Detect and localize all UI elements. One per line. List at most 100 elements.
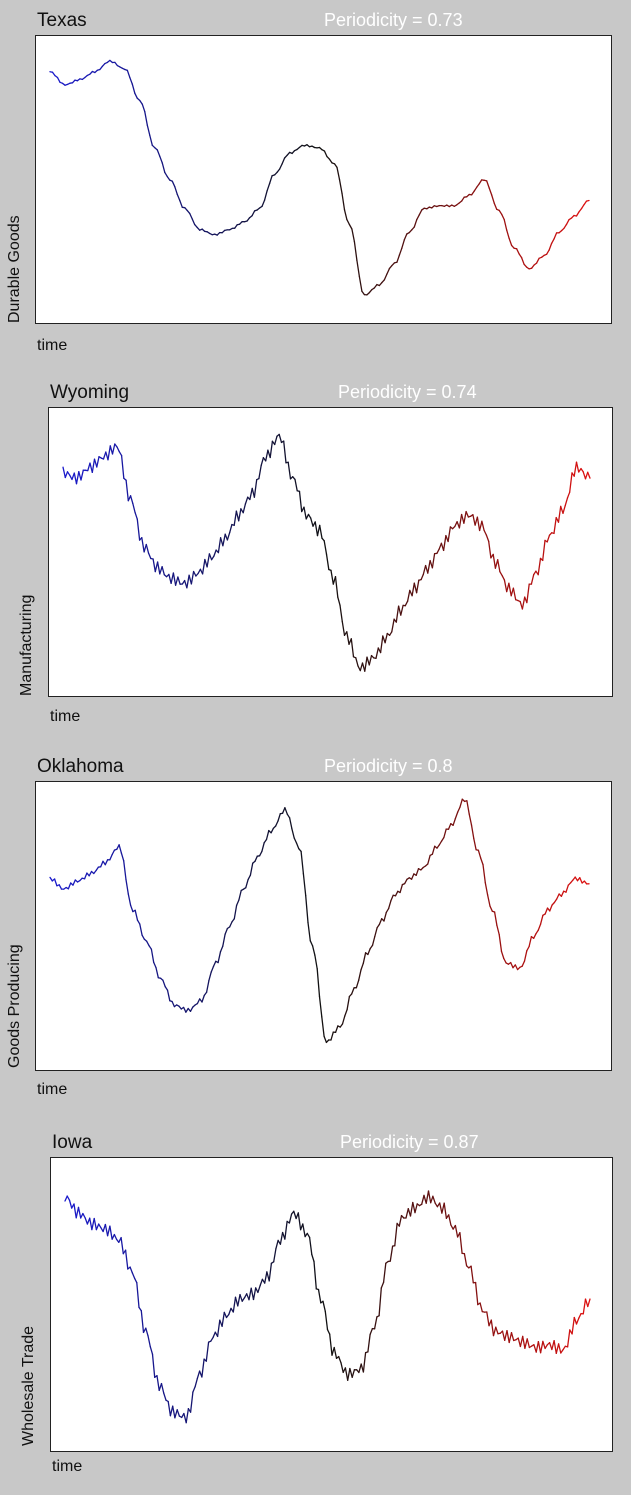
series-segment — [564, 497, 569, 507]
series-segment — [557, 505, 562, 523]
series-segment — [217, 951, 222, 964]
series-segment — [459, 798, 463, 808]
series-segment — [510, 1332, 515, 1342]
series-segment — [440, 836, 445, 842]
series-segment — [116, 446, 120, 453]
series-segment — [341, 621, 346, 636]
series-segment — [313, 1260, 317, 1290]
plot-area — [35, 781, 612, 1071]
series-segment — [129, 904, 134, 913]
series-segment — [492, 1326, 497, 1337]
series-segment — [234, 1296, 239, 1307]
series-segment — [147, 552, 152, 560]
series-segment — [159, 566, 163, 575]
series-segment — [480, 857, 484, 866]
series-segment — [123, 860, 127, 881]
series-segment — [379, 635, 384, 654]
series-segment — [140, 1310, 145, 1334]
series-segment — [238, 508, 242, 522]
series-segment — [176, 193, 181, 202]
series-segment — [251, 210, 256, 217]
series-segment — [514, 964, 519, 971]
series-segment — [330, 1031, 334, 1041]
series-segment — [156, 1375, 160, 1392]
series-segment — [270, 827, 275, 834]
periodicity-annotation: Periodicity = 0.8 — [324, 756, 453, 776]
series-segment — [339, 604, 343, 623]
series-segment — [546, 534, 551, 543]
series-segment — [427, 559, 431, 574]
series-segment — [149, 134, 153, 146]
series-segment — [466, 800, 470, 815]
series-segment — [263, 838, 268, 844]
chart-panel-wyoming: Wyoming Periodicity = 0.74 Manufacturing… — [0, 370, 631, 740]
series-segment — [208, 971, 212, 982]
series-segment — [153, 961, 157, 969]
series-segment — [571, 1316, 575, 1335]
series-segment — [544, 1344, 549, 1350]
series-segment — [216, 1319, 221, 1338]
series-segment — [427, 1190, 432, 1204]
series-segment — [575, 1317, 580, 1325]
series-segment — [350, 638, 355, 658]
series-segment — [226, 531, 231, 541]
series-segment — [454, 811, 459, 820]
series-segment — [222, 533, 226, 547]
series-segment — [472, 514, 476, 526]
series-segment — [535, 257, 540, 264]
series-segment — [323, 1035, 328, 1044]
series-segment — [124, 1249, 129, 1270]
series-segment — [49, 876, 53, 882]
series-segment — [68, 1199, 73, 1209]
series-segment — [562, 1345, 566, 1351]
series-segment — [127, 893, 132, 906]
series-segment — [334, 576, 339, 598]
series-segment — [473, 837, 477, 851]
series-segment — [338, 178, 343, 194]
series-segment — [351, 228, 356, 243]
series-segment — [268, 175, 273, 185]
x-axis-label: time — [50, 708, 81, 725]
series-segment — [249, 862, 254, 876]
series-segment — [258, 850, 263, 857]
series-segment — [530, 573, 535, 585]
series-segment — [224, 927, 229, 935]
series-segment — [189, 212, 193, 220]
series-segment — [346, 995, 351, 1011]
series-segment — [120, 454, 125, 479]
series-segment — [447, 823, 452, 830]
series-segment — [431, 552, 436, 569]
series-segment — [436, 844, 440, 849]
series-segment — [471, 190, 475, 196]
series-segment — [560, 1348, 564, 1354]
series-segment — [333, 163, 338, 169]
series-segment — [134, 92, 138, 99]
series-segment — [107, 445, 111, 461]
series-segment — [491, 194, 495, 204]
series-segment — [346, 218, 351, 226]
series-segment — [189, 1006, 194, 1012]
series-segment — [473, 186, 478, 192]
series-segment — [391, 618, 395, 633]
series-segment — [488, 540, 492, 559]
series-segment — [222, 933, 226, 947]
series-segment — [161, 566, 165, 576]
series-segment — [161, 162, 166, 174]
series-segment — [80, 1212, 84, 1219]
series-segment — [104, 1223, 109, 1237]
series-segment — [398, 247, 403, 256]
series-segment — [201, 994, 205, 1003]
series-segment — [244, 496, 249, 505]
series-segment — [109, 445, 114, 455]
series-segment — [394, 1222, 398, 1247]
series-segment — [530, 264, 535, 269]
series-segment — [317, 1288, 322, 1304]
series-segment — [481, 520, 485, 532]
series-segment — [164, 171, 168, 178]
series-segment — [302, 873, 307, 897]
series-segment — [309, 940, 314, 947]
series-segment — [73, 1203, 77, 1219]
series-segment — [75, 1206, 80, 1219]
series-segment — [526, 1338, 531, 1349]
series-segment — [549, 904, 553, 912]
